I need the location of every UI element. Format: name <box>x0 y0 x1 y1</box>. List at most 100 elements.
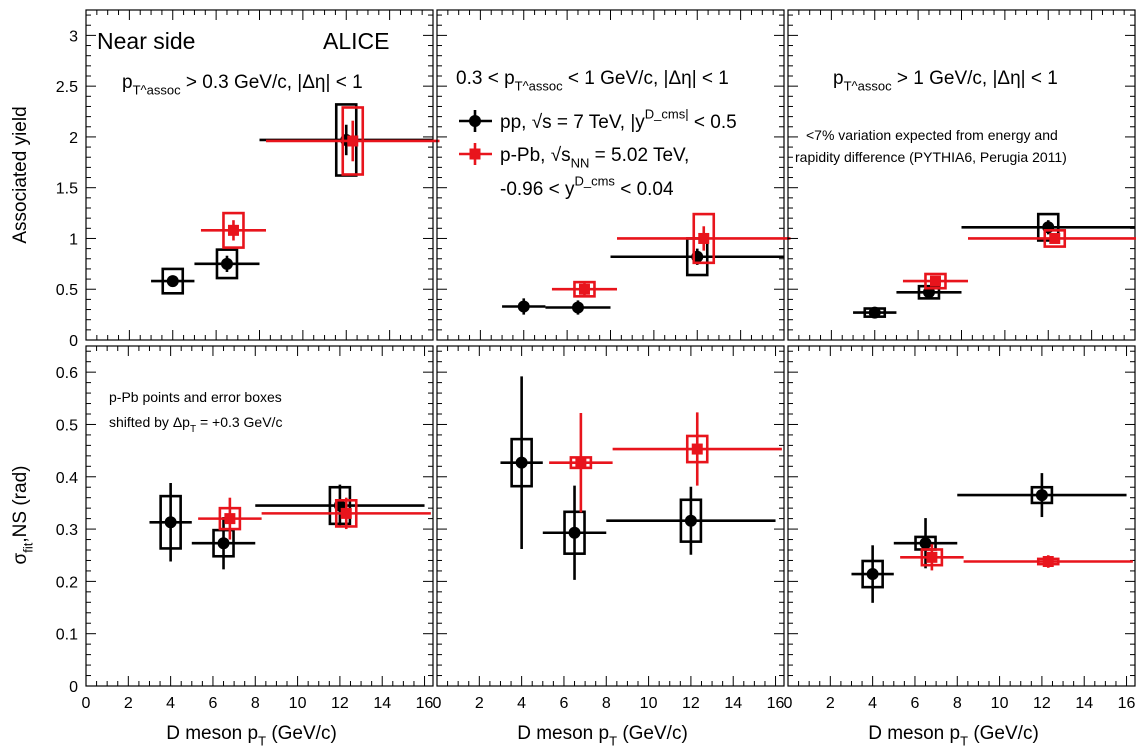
pp-data-point <box>545 300 611 315</box>
ppb-data-point <box>900 544 964 571</box>
pp-marker <box>919 537 932 550</box>
pp-marker <box>866 568 879 581</box>
y-tick-label: 0.4 <box>56 470 78 487</box>
shift-note-line-1: p-Pb points and error boxes <box>109 389 282 405</box>
pp-data-point <box>149 483 192 562</box>
legend-ppb-marker <box>469 148 481 160</box>
ppb-data-point <box>261 497 431 530</box>
x-axis-title: D meson pT (GeV/c) <box>517 723 688 749</box>
pp-marker <box>1035 489 1048 502</box>
x-tick-label: 12 <box>331 695 349 712</box>
x-tick-label: 6 <box>208 695 217 712</box>
pp-marker <box>571 301 584 314</box>
y-tick-label: 0 <box>69 333 78 350</box>
ppb-data-point <box>198 497 262 540</box>
experiment-label: ALICE <box>323 28 389 54</box>
column-header-3: pT^assoc > 1 GeV/c, |Δη| < 1 <box>833 68 1058 94</box>
pp-data-point <box>151 267 195 295</box>
ppb-data-point <box>200 211 267 249</box>
panel-frame <box>787 9 1136 341</box>
x-axis-title: D meson pT (GeV/c) <box>166 723 337 749</box>
x-tick-label: 16 <box>416 695 434 712</box>
x-tick-label: 16 <box>1118 695 1136 712</box>
x-tick-label: 12 <box>1033 695 1051 712</box>
y-tick-label: 0.3 <box>56 522 78 539</box>
pp-data-point <box>606 486 776 555</box>
y-tick-label: 1.5 <box>56 181 78 198</box>
legend-ppb-label-1: p-Pb, √sNN = 5.02 TeV, <box>500 145 689 171</box>
pp-data-point <box>893 518 958 569</box>
pp-data-point <box>191 517 256 570</box>
x-tick-label: 14 <box>1075 695 1093 712</box>
legend-ppb-label-2: -0.96 < yD_cms < 0.04 <box>500 174 674 201</box>
x-tick-label: 2 <box>826 695 835 712</box>
pp-data-point <box>851 545 894 603</box>
x-tick-label: 10 <box>640 695 658 712</box>
x-tick-label: 8 <box>251 695 260 712</box>
ppb-data-point <box>902 272 969 290</box>
legend-pp-marker <box>469 115 481 127</box>
ppb-data-point <box>266 106 440 176</box>
panel-top-right <box>787 9 1136 341</box>
panel-frame <box>85 9 434 341</box>
ppb-marker <box>340 507 352 519</box>
pp-marker <box>164 516 177 529</box>
panels-layer: 0 0.5 1 1.5 2 2.5 3 0 0.1 0.2 0.3 0.4 0.5 0.6 0 2 4 6 8 10 1… <box>56 9 1136 712</box>
panel-bottom-left: 0 0.1 0.2 0.3 0.4 0.5 0.6 0 2 4 6 8 10 12 14 16 <box>56 345 434 712</box>
legend-pp-label: pp, √s = 7 TeV, |yD_cms| < 0.5 <box>500 107 737 134</box>
pp-data-point <box>853 306 897 319</box>
x-tick-label: 6 <box>910 695 919 712</box>
ppb-data-point <box>963 555 1133 568</box>
shift-note-line-2: shifted by ΔpT = +0.3 GeV/c <box>109 414 282 435</box>
x-tick-label: 16 <box>767 695 785 712</box>
ppb-marker <box>227 224 239 236</box>
ppb-marker <box>929 275 941 287</box>
y-tick-label: 3 <box>69 28 78 45</box>
y-tick-label: 0.1 <box>56 627 78 644</box>
pp-marker <box>515 456 528 469</box>
x-tick-label: 0 <box>82 695 91 712</box>
pp-marker <box>217 537 230 550</box>
ppb-marker <box>575 457 587 469</box>
column-header-1: pT^assoc > 0.3 GeV/c, |Δη| < 1 <box>122 72 363 98</box>
panel-frame <box>787 345 1136 687</box>
x-tick-label: 0 <box>784 695 793 712</box>
panel-top-left: 0 0.5 1 1.5 2 2.5 3 <box>56 9 440 350</box>
ppb-marker <box>691 443 703 455</box>
top-y-axis-title: Associated yield <box>10 106 31 243</box>
y-tick-label: 0.6 <box>56 365 78 382</box>
y-tick-label: 0 <box>69 679 78 696</box>
x-tick-label: 14 <box>724 695 742 712</box>
pp-marker <box>568 526 581 539</box>
pp-data-point <box>961 212 1135 242</box>
ppb-data-point <box>612 412 782 486</box>
y-tick-label: 0.5 <box>56 282 78 299</box>
ppb-marker <box>578 283 590 295</box>
panel-top-middle <box>436 9 791 341</box>
pp-data-point <box>255 484 425 527</box>
x-tick-label: 8 <box>602 695 611 712</box>
pp-marker <box>868 306 881 319</box>
ppb-data-point <box>551 280 618 298</box>
y-tick-label: 2.5 <box>56 79 78 96</box>
ppb-data-point <box>617 212 791 265</box>
legend: pp, √s = 7 TeV, |yD_cms| < 0.5 p-Pb, √sNN… <box>459 107 737 201</box>
pp-marker <box>220 257 233 270</box>
ppb-marker <box>1049 232 1061 244</box>
x-tick-label: 0 <box>433 695 442 712</box>
panel-frame <box>85 345 434 687</box>
x-tick-label: 2 <box>124 695 133 712</box>
pp-data-point <box>610 237 784 277</box>
ppb-data-point <box>549 412 613 513</box>
bottom-y-axis-title: σfit,NS (rad) <box>10 466 36 565</box>
ppb-marker <box>926 551 938 563</box>
panel-frame <box>436 345 785 687</box>
panel-bottom-right: 0 2 4 6 8 10 12 14 16 <box>784 345 1136 712</box>
ppb-marker <box>224 513 236 525</box>
ppb-marker <box>347 135 359 147</box>
x-tick-label: 6 <box>559 695 568 712</box>
x-tick-label: 12 <box>682 695 700 712</box>
pp-marker <box>684 514 697 527</box>
pp-data-point <box>957 473 1127 518</box>
